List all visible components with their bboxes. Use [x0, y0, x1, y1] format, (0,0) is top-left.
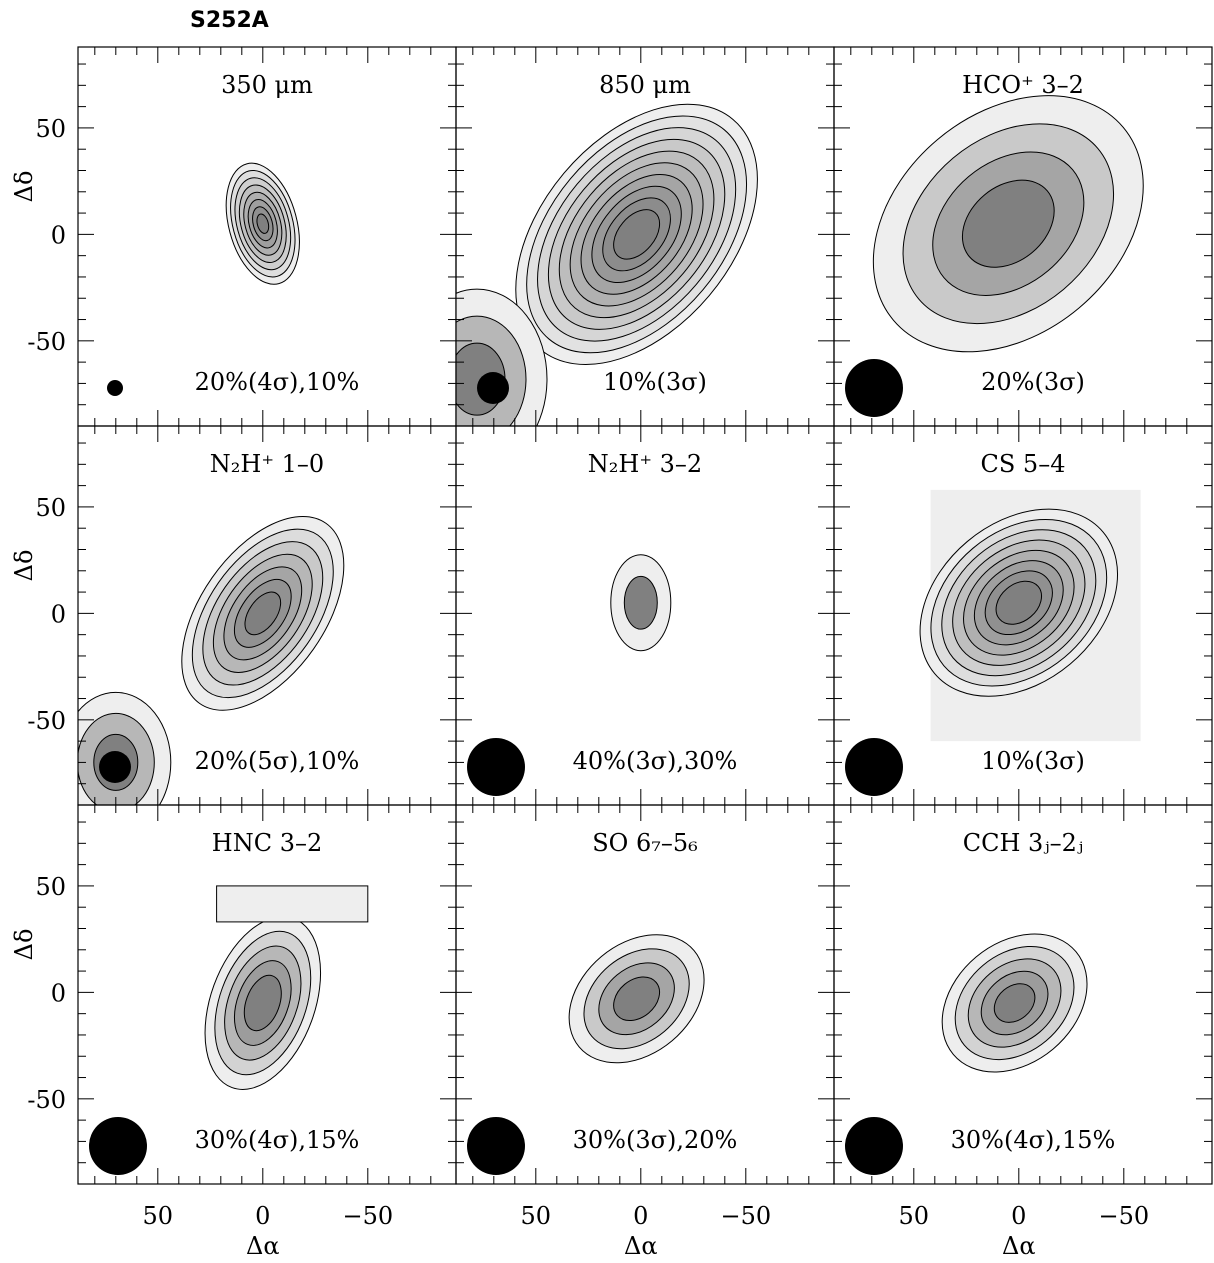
beam-marker [467, 1117, 525, 1175]
y-tick-label: 50 [35, 494, 66, 522]
panel-label: CCH 3ⱼ–2ⱼ [963, 829, 1084, 857]
panel-contours [568, 934, 705, 1064]
x-tick-label: 0 [255, 1202, 270, 1230]
panel-cch: CCH 3ⱼ–2ⱼ 30%(4σ),15% [833, 804, 1213, 1185]
x-tick-label: −50 [1098, 1202, 1149, 1230]
beam-marker [467, 738, 525, 796]
panel-label: SO 6₇–5₆ [592, 829, 698, 857]
n2h32-contour [623, 575, 658, 630]
x-tick-label: 0 [1011, 1202, 1026, 1230]
panel-label: HNC 3–2 [212, 829, 322, 857]
contour-levels: 10%(3σ) [603, 368, 707, 396]
panel-cs54: CS 5–4 10%(3σ) [833, 425, 1213, 806]
y-axis-label: Δδ [10, 550, 38, 582]
panel-grid: 350 μm 20%(4σ),10% 850 μm 10%(3σ) HCO⁺ 3–2 20… [77, 46, 1213, 1185]
panel-contours [872, 95, 1144, 353]
panel-frame [833, 804, 1213, 1185]
panel-hco: HCO⁺ 3–2 20%(3σ) [833, 46, 1213, 427]
panel-contours [204, 885, 369, 1090]
350um-contour [256, 213, 270, 234]
cs54-contour [995, 580, 1043, 625]
y-tick-label: -50 [27, 707, 66, 735]
y-tick-label: -50 [27, 1086, 66, 1114]
panel-contours [456, 103, 758, 426]
panel-label: N₂H⁺ 3–2 [588, 450, 702, 478]
panel-contours [919, 489, 1141, 742]
hco-contour [961, 179, 1055, 268]
contour-levels: 40%(3σ),30% [573, 747, 738, 775]
panel-n2h10: N₂H⁺ 1–0 20%(5σ),10% [77, 425, 457, 806]
contour-levels: 20%(5σ),10% [195, 747, 360, 775]
contour-levels: 30%(3σ),20% [573, 1126, 738, 1154]
x-tick-label: 50 [143, 1202, 174, 1230]
panel-n2h32: N₂H⁺ 3–2 40%(3σ),30% [455, 425, 835, 806]
y-tick-label: 0 [51, 221, 66, 249]
contour-levels: 10%(3σ) [981, 747, 1085, 775]
y-axis-label: Δδ [10, 171, 38, 203]
beam-marker [845, 359, 903, 417]
cch-contour [993, 983, 1036, 1023]
beam-marker [107, 380, 123, 396]
y-tick-label: 0 [51, 979, 66, 1007]
panel-850um: 850 μm 10%(3σ) [455, 46, 835, 427]
panel-label: HCO⁺ 3–2 [962, 71, 1084, 99]
beam-marker [99, 751, 131, 783]
contour-levels: 20%(3σ) [981, 368, 1085, 396]
contour-levels: 30%(4σ),15% [951, 1126, 1116, 1154]
x-axis-label: Δα [246, 1232, 280, 1260]
y-tick-label: 0 [51, 600, 66, 628]
panel-contours [941, 933, 1088, 1073]
850um-contour [613, 209, 661, 260]
panel-label: N₂H⁺ 1–0 [210, 450, 324, 478]
y-tick-label: 50 [35, 115, 66, 143]
beam-marker [477, 372, 509, 404]
y-tick-label: -50 [27, 328, 66, 356]
figure-title: S252A [190, 8, 269, 33]
panel-label: CS 5–4 [981, 450, 1066, 478]
beam-marker [845, 1117, 903, 1175]
hnc32-contour [243, 974, 282, 1032]
x-tick-label: −50 [342, 1202, 393, 1230]
x-tick-label: −50 [720, 1202, 771, 1230]
panel-contours [610, 554, 672, 652]
beam-marker [89, 1117, 147, 1175]
panel-label: 350 μm [221, 71, 313, 99]
y-axis-label: Δδ [10, 929, 38, 961]
x-axis-label: Δα [1002, 1232, 1036, 1260]
panel-350um: 350 μm 20%(4σ),10% [77, 46, 457, 427]
x-tick-label: 0 [633, 1202, 648, 1230]
x-tick-label: 50 [899, 1202, 930, 1230]
panel-hnc32: HNC 3–2 30%(4σ),15% [77, 804, 457, 1185]
contour-levels: 30%(4σ),15% [195, 1126, 360, 1154]
hnc-extension [216, 885, 369, 923]
panel-so: SO 6₇–5₆ 30%(3σ),20% [455, 804, 835, 1185]
axis-labels: 50 0 -50 Δδ 50 0 -50 Δδ 50 0 -50 Δδ 50 0 −50 Δα 50 0 −50 Δα… [10, 115, 1149, 1260]
panel-contours [225, 162, 300, 285]
contour-levels: 20%(4σ),10% [195, 368, 360, 396]
x-axis-label: Δα [624, 1232, 658, 1260]
so-contour [613, 976, 661, 1022]
beam-marker [845, 738, 903, 796]
panel-label: 850 μm [599, 71, 691, 99]
x-tick-label: 50 [521, 1202, 552, 1230]
n2h10-contour [244, 591, 282, 636]
y-tick-label: 50 [35, 873, 66, 901]
